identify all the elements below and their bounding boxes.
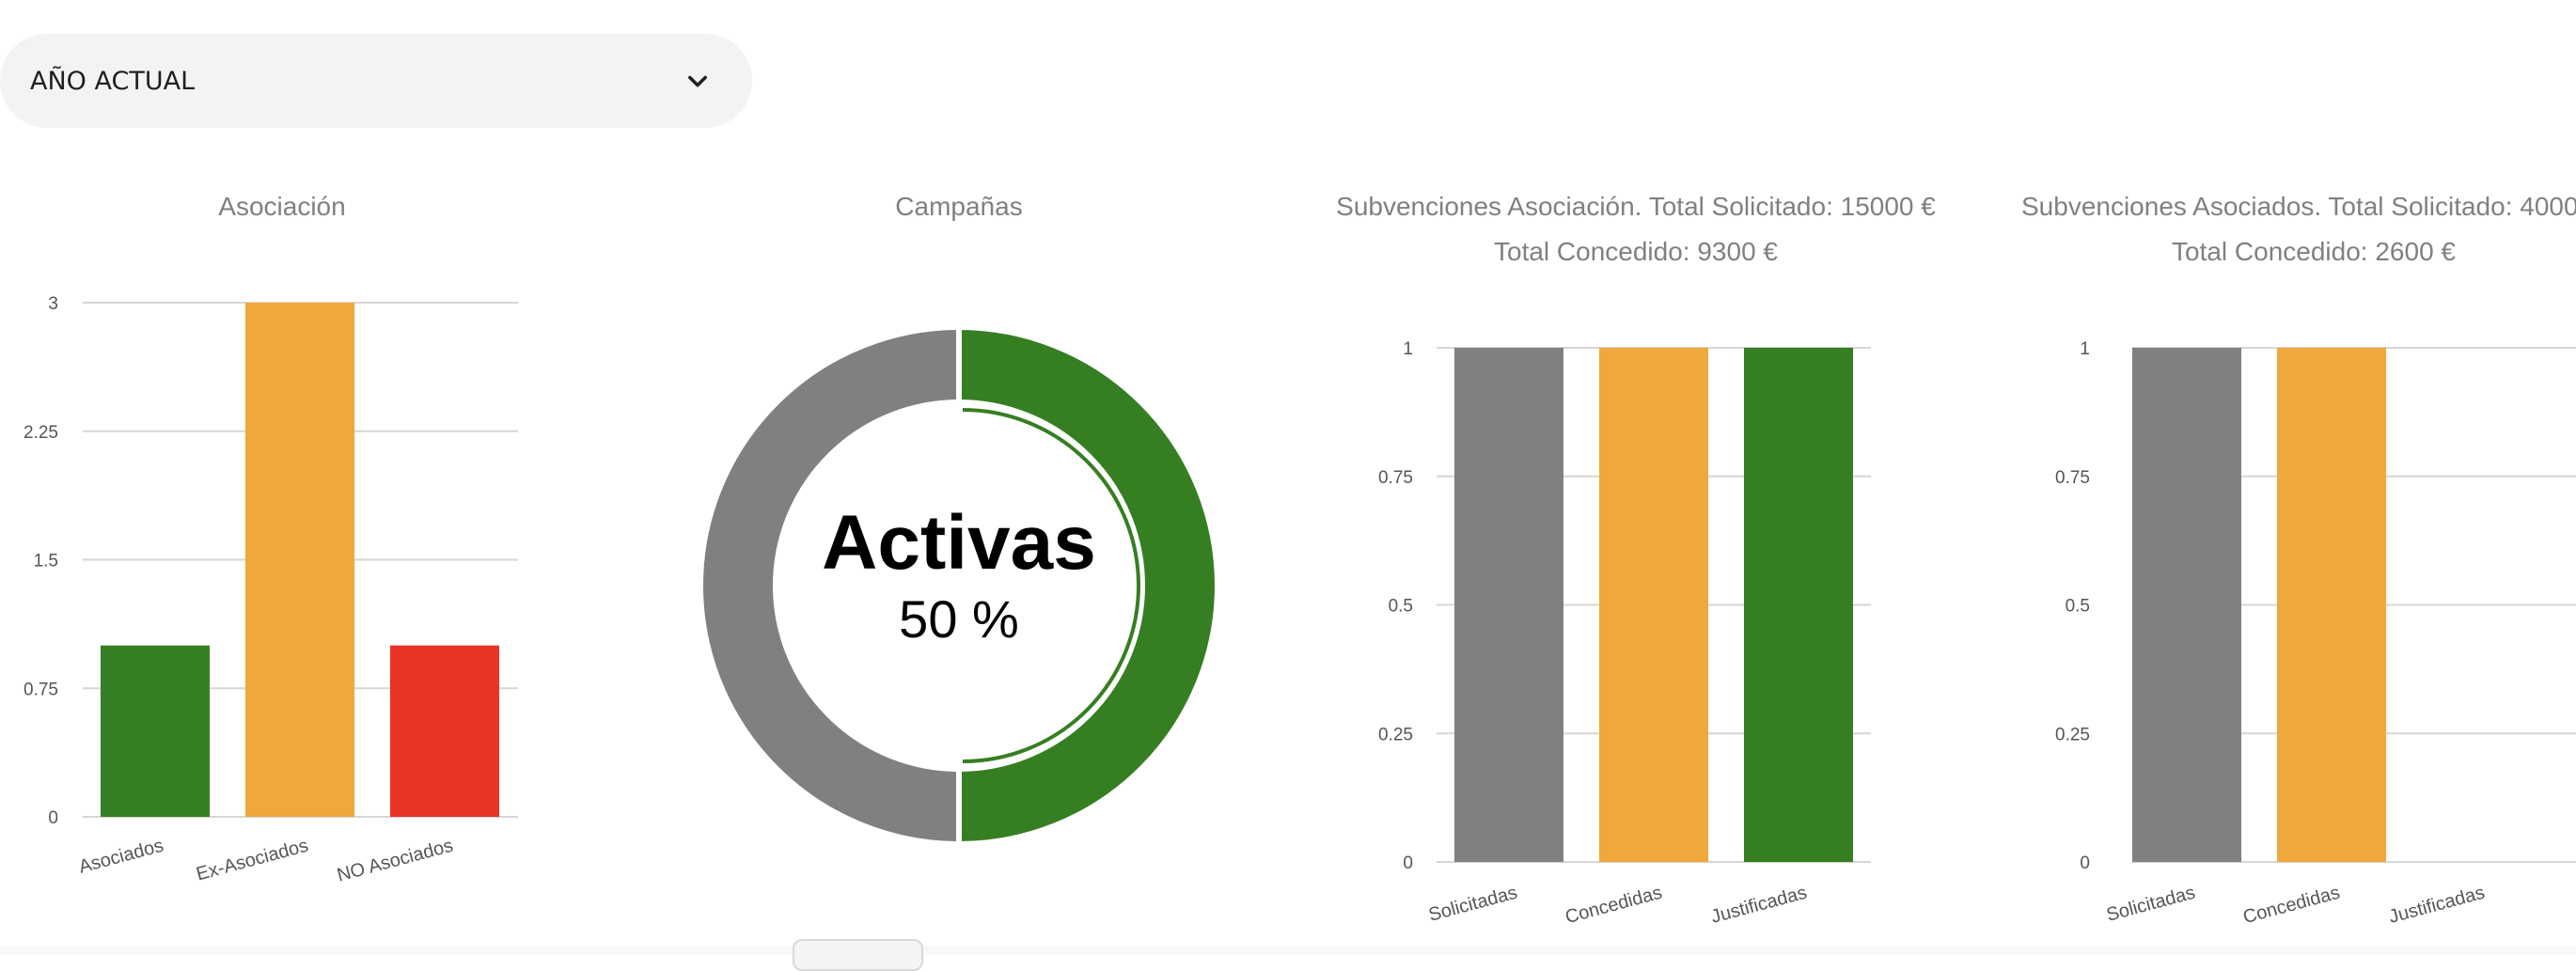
subvenciones-asociacion-title: Subvenciones Asociación. Total Solicitad… (1336, 192, 1936, 221)
bar-asociados (101, 645, 210, 817)
year-filter-select[interactable]: AÑO ACTUAL (0, 34, 752, 128)
y-tick-label: 0 (48, 808, 58, 828)
page-bottom-strip (0, 946, 2576, 955)
subvenciones-asociados-title: Subvenciones Asociados. Total Solicitado… (2021, 192, 2576, 221)
y-tick-label: 0.25 (1378, 725, 1413, 744)
subvenciones-asociados-subtitle: Total Concedido: 2600 € (2172, 237, 2456, 266)
x-tick-label: Solicitadas (2104, 883, 2197, 926)
x-tick-label: Justificadas (2387, 883, 2488, 928)
y-tick-label: 3 (48, 294, 58, 314)
bar-no asociados (390, 645, 499, 817)
y-tick-label: 0 (1403, 854, 1413, 873)
y-tick-label: 0.5 (2066, 597, 2090, 617)
bar-concedidas (1599, 348, 1708, 862)
chevron-down-icon (688, 75, 707, 87)
bar-justificadas (1744, 348, 1853, 862)
asociacion-chart-title: Asociación (218, 192, 346, 221)
bar-ex-asociados (245, 303, 354, 817)
donut-center-label: Activas (822, 500, 1096, 586)
donut-slice-rest (698, 323, 962, 848)
y-tick-label: 0 (2080, 854, 2090, 873)
subvenciones-asociacion-subtitle: Total Concedido: 9300 € (1494, 237, 1778, 266)
bar-solicitadas (2132, 348, 2241, 862)
y-tick-label: 2.25 (24, 423, 58, 443)
y-tick-label: 0.75 (24, 680, 58, 699)
bar-concedidas (2277, 348, 2386, 862)
y-tick-label: 0.25 (2055, 725, 2090, 744)
donut-active-ring (962, 408, 1140, 763)
donut-slice-activas (956, 323, 1220, 848)
scroll-handle[interactable] (793, 939, 923, 971)
bar-solicitadas (1454, 348, 1563, 862)
donut-center-value: 50 % (899, 589, 1019, 649)
y-tick-label: 0.75 (1378, 468, 1413, 488)
y-tick-label: 1 (2080, 339, 2090, 359)
year-filter-value: AÑO ACTUAL (30, 66, 196, 96)
x-tick-label: Concedidas (2241, 883, 2343, 929)
y-tick-label: 0.75 (2055, 468, 2090, 488)
campanas-chart-title: Campañas (895, 192, 1023, 221)
y-tick-label: 1.5 (34, 552, 58, 572)
y-tick-label: 1 (1403, 339, 1413, 359)
y-tick-label: 0.5 (1389, 597, 1413, 617)
